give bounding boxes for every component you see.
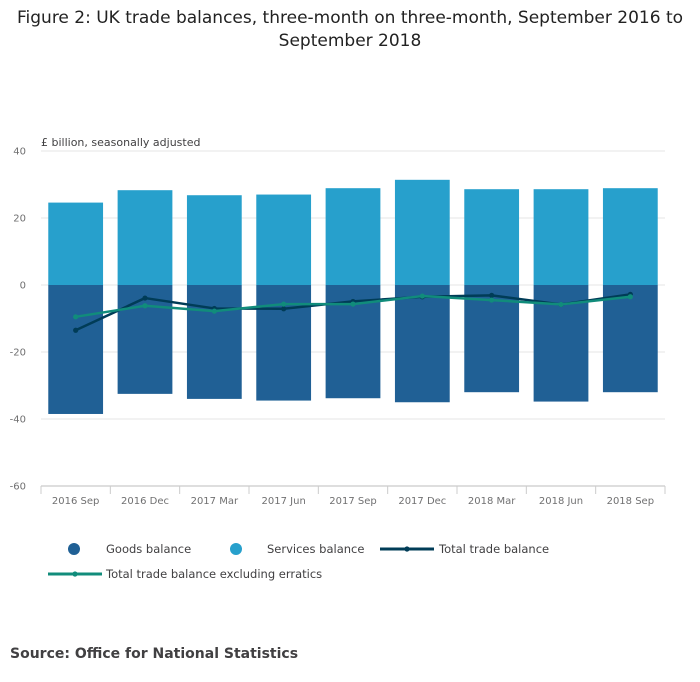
x-tick-label: 2017 Sep	[329, 496, 376, 507]
bars	[48, 179, 658, 414]
line-point	[489, 297, 495, 303]
legend-marker	[404, 546, 410, 552]
line-point	[350, 301, 356, 307]
legend-label: Services balance	[267, 542, 364, 556]
line-point	[558, 301, 564, 308]
y-tick-label: -20	[10, 348, 26, 359]
y-tick-label: -40	[10, 415, 26, 426]
line-point	[73, 327, 79, 333]
bar-goods-balance	[117, 285, 173, 394]
legend: Goods balance Services balance Total trade…	[48, 542, 549, 581]
line-point	[419, 293, 425, 299]
line-point	[627, 294, 633, 300]
line-point	[142, 303, 148, 309]
legend-marker	[72, 571, 78, 577]
y-axis-label: £ billion, seasonally adjusted	[41, 136, 200, 149]
x-tick-label: 2018 Jun	[539, 496, 583, 507]
x-tick-label: 2018 Mar	[468, 496, 516, 507]
bar-services-balance	[186, 195, 242, 285]
bar-goods-balance	[464, 285, 520, 393]
bar-services-balance	[117, 190, 173, 285]
line-point	[281, 301, 287, 307]
line-point	[73, 314, 79, 320]
bar-goods-balance	[186, 285, 242, 399]
legend-label: Total trade balance excluding erratics	[105, 567, 322, 581]
y-tick-label: 40	[13, 147, 26, 158]
line-point	[281, 306, 287, 312]
x-tick-label: 2017 Dec	[398, 496, 446, 507]
line-point	[142, 295, 148, 301]
legend-swatch	[230, 543, 242, 555]
y-tick-label: 0	[20, 281, 26, 292]
bar-goods-balance	[394, 285, 450, 403]
legend-swatch	[68, 543, 80, 555]
x-tick-label: 2017 Mar	[191, 496, 239, 507]
x-tick-label: 2016 Dec	[121, 496, 169, 507]
legend-item: Total trade balance excluding erratics	[48, 567, 322, 581]
legend-label: Goods balance	[106, 542, 191, 556]
bar-goods-balance	[48, 285, 104, 414]
x-tick-label: 2017 Jun	[262, 496, 306, 507]
y-tick-label: -60	[10, 482, 26, 493]
bar-services-balance	[602, 188, 658, 285]
bar-services-balance	[533, 189, 589, 285]
bar-services-balance	[48, 202, 104, 285]
legend-label: Total trade balance	[438, 542, 549, 556]
legend-item: Services balance	[230, 542, 364, 556]
legend-item: Goods balance	[68, 542, 191, 556]
y-tick-label: 20	[13, 214, 26, 225]
line-point	[489, 292, 495, 298]
source-note: Source: Office for National Statistics	[10, 646, 299, 662]
legend-item: Total trade balance	[380, 542, 549, 556]
x-axis	[40, 485, 666, 494]
bar-services-balance	[256, 194, 312, 285]
bar-services-balance	[464, 189, 520, 285]
chart-title: Figure 2: UK trade balances, three-month…	[16, 8, 684, 51]
x-tick-label: 2016 Sep	[52, 496, 99, 507]
bar-services-balance	[394, 179, 450, 285]
bar-goods-balance	[602, 285, 658, 393]
bar-services-balance	[325, 188, 381, 285]
series-lines	[73, 291, 633, 333]
x-tick-label: 2018 Sep	[607, 496, 654, 507]
tick-labels: 40 20 0 -20 -40 -60 2016 Sep 2016 Dec 2017 Mar 20…	[10, 147, 654, 508]
line-point	[211, 308, 217, 314]
